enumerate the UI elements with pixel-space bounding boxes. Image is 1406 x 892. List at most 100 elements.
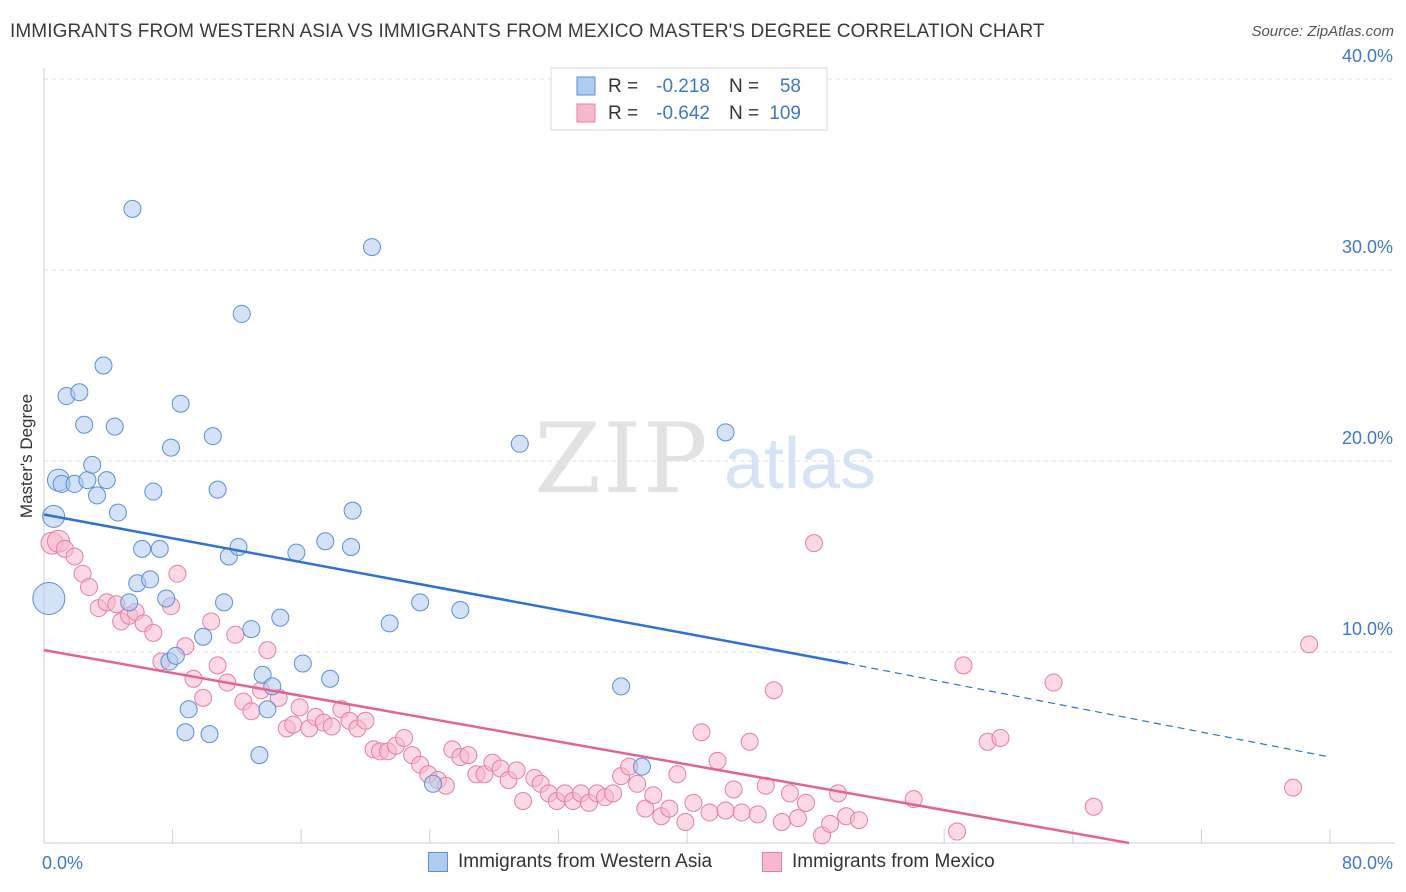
data-point-mexico [764,681,783,700]
data-point-western-asia [258,700,277,719]
data-point-mexico [772,812,791,831]
data-point-mexico [322,717,341,736]
series-mexico [40,529,1319,845]
data-point-western-asia [166,646,185,665]
y-tick-label: 10.0% [1342,619,1393,639]
data-point-mexico [708,751,727,770]
y-tick-labels: 10.0% 20.0% 30.0% 40.0% [1342,46,1393,639]
data-point-western-asia [176,723,195,742]
data-point-mexico [258,641,277,660]
data-point-mexico [676,812,695,831]
data-point-mexico [168,564,187,583]
data-point-western-asia [133,539,152,558]
data-point-mexico [804,534,823,553]
data-point-western-asia [120,593,139,612]
data-point-mexico [991,728,1010,747]
data-point-western-asia [75,415,94,434]
x-tick-label: 80.0% [1342,853,1393,873]
data-point-western-asia [380,614,399,633]
data-point-western-asia [123,199,142,218]
y-axis-label: Master's Degree [17,394,36,518]
data-point-western-asia [215,593,234,612]
data-point-western-asia [424,774,443,793]
y-tick-label: 40.0% [1342,46,1393,66]
legend-item-western-asia[interactable]: Immigrants from Western Asia [428,851,712,873]
legend-label: Immigrants from Western Asia [458,851,713,872]
trend-line-mexico [43,648,1130,845]
y-tick-label: 20.0% [1342,428,1393,448]
data-point-western-asia [362,238,381,257]
axes [43,68,1395,844]
data-point-mexico [780,784,799,803]
data-point-western-asia [343,501,362,520]
data-point-mexico [636,799,655,818]
data-point-western-asia [293,654,312,673]
data-point-mexico [604,784,623,803]
data-point-western-asia [321,669,340,688]
legend-label: Immigrants from Mexico [792,851,995,872]
data-point-mexico [356,711,375,730]
data-point-mexico [692,723,711,742]
data-point-mexico [668,765,687,784]
data-point-mexico [514,791,533,810]
data-point-mexico [724,780,743,799]
data-point-mexico [628,774,647,793]
data-point-mexico [954,656,973,675]
data-point-western-asia [179,700,198,719]
data-point-mexico [748,805,767,824]
data-point-mexico [1044,673,1063,692]
data-point-western-asia [451,600,470,619]
x-tick-labels: 0.0% 80.0% [42,853,1393,873]
bottom-legend: Immigrants from Western Asia Immigrants … [0,851,1406,879]
stats-r-label: R = [608,103,638,124]
data-point-western-asia [83,455,102,474]
data-point-western-asia [144,482,163,501]
data-point-western-asia [203,427,222,446]
data-point-mexico [202,612,221,631]
stats-n-label: N = [729,76,759,97]
data-point-western-asia [242,620,261,639]
data-point-mexico [80,578,99,597]
data-point-mexico [684,793,703,812]
data-point-mexico [226,625,245,644]
data-point-western-asia [32,582,66,616]
stats-r-value: -0.642 [656,103,710,124]
data-point-mexico [821,814,840,833]
data-point-western-asia [161,438,180,457]
data-point-western-asia [316,532,335,551]
data-point-mexico [1300,635,1319,654]
data-point-western-asia [70,383,89,402]
stats-legend: R = -0.218 N = 58 R = -0.642 N = 109 [550,67,828,131]
stats-n-value: 109 [769,103,801,124]
trend-lines [43,513,1331,845]
legend-item-mexico[interactable]: Immigrants from Mexico [762,851,995,873]
data-point-mexico [65,547,84,566]
data-point-mexico [644,786,663,805]
data-point-western-asia [171,394,190,413]
data-point-western-asia [200,725,219,744]
watermark-zip: ZIP [534,403,709,515]
data-point-western-asia [88,486,107,505]
stats-r-value: -0.218 [656,76,710,97]
data-point-mexico [284,715,303,734]
data-point-mexico [144,623,163,642]
data-point-mexico [948,822,967,841]
source-label: Source: ZipAtlas.com [1251,23,1394,40]
data-point-western-asia [232,304,251,323]
data-point-western-asia [141,570,160,589]
data-point-western-asia [78,471,97,490]
stats-n-value: 58 [780,76,801,97]
data-point-mexico [290,698,309,717]
data-point-western-asia [108,503,127,522]
data-point-mexico [1284,778,1303,797]
data-point-mexico [732,803,751,822]
stats-swatch-blue [576,76,596,96]
data-point-mexico [740,732,759,751]
stats-swatch-pink [576,103,596,123]
data-point-western-asia [150,539,169,558]
data-point-mexico [788,809,807,828]
data-point-mexico [796,793,815,812]
data-point-western-asia [105,417,124,436]
watermark-atlas: atlas [724,424,876,504]
